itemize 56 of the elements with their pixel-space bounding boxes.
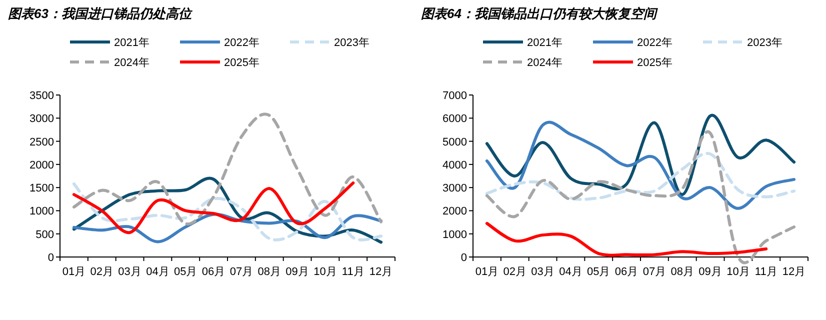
x-tick-label: 09月	[286, 266, 309, 278]
y-tick-label: 6000	[442, 113, 467, 126]
x-tick-label: 11月	[342, 266, 364, 278]
x-tick-label: 10月	[314, 266, 337, 278]
x-tick-label: 07月	[230, 266, 254, 278]
x-tick-label: 10月	[726, 266, 750, 278]
legend-label: 2025年	[637, 57, 672, 69]
x-tick-label: 02月	[90, 266, 114, 278]
y-tick-label: 3000	[442, 182, 467, 195]
y-tick-label: 0	[460, 252, 467, 264]
y-tick-label: 7000	[442, 90, 467, 102]
y-tick-label: 4000	[442, 159, 467, 172]
x-tick-label: 12月	[782, 266, 806, 278]
x-tick-label: 04月	[146, 266, 170, 278]
y-tick-label: 1000	[442, 228, 467, 241]
x-tick-label: 07月	[642, 266, 666, 278]
y-tick-label: 3500	[30, 90, 54, 102]
x-tick-label: 03月	[531, 266, 554, 278]
x-tick-label: 05月	[174, 266, 198, 278]
y-tick-label: 3000	[30, 113, 54, 126]
y-tick-label: 0	[48, 252, 54, 264]
x-tick-label: 09月	[698, 266, 722, 278]
x-tick-label: 04月	[559, 266, 582, 278]
legend-label: 2024年	[527, 57, 562, 69]
line-series	[72, 181, 355, 234]
x-tick-label: 01月	[62, 266, 86, 278]
y-tick-label: 2000	[30, 159, 54, 172]
line-series	[485, 222, 768, 257]
y-tick-label: 2000	[442, 206, 467, 218]
chart-title: 图表63：我国进口锑品仍处高位	[8, 6, 194, 21]
x-tick-label: 06月	[614, 266, 638, 278]
x-tick-label: 11月	[754, 266, 778, 278]
y-tick-label: 1000	[30, 206, 54, 218]
legend-label: 2024年	[114, 57, 150, 69]
y-tick-label: 1500	[30, 182, 54, 195]
legend-label: 2022年	[637, 37, 672, 49]
line-series	[72, 112, 383, 226]
chart-title: 图表64：我国锑品出口仍有较大恢复空间	[421, 6, 658, 21]
y-tick-label: 500	[36, 228, 54, 241]
legend-label: 2022年	[224, 37, 260, 49]
x-tick-label: 06月	[202, 266, 226, 278]
legend-label: 2021年	[527, 37, 562, 49]
x-tick-label: 02月	[503, 266, 526, 278]
legend-label: 2023年	[334, 37, 370, 49]
y-tick-label: 5000	[442, 136, 467, 148]
legend-label: 2021年	[114, 37, 150, 49]
x-tick-label: 03月	[118, 266, 142, 278]
legend-label: 2025年	[224, 57, 260, 69]
x-tick-label: 08月	[258, 266, 281, 278]
x-tick-label: 01月	[475, 266, 499, 278]
line-series	[485, 114, 796, 196]
x-tick-label: 05月	[587, 266, 610, 278]
legend-label: 2023年	[747, 37, 782, 49]
x-tick-label: 12月	[369, 266, 393, 278]
y-tick-label: 2500	[30, 136, 54, 148]
x-tick-label: 08月	[670, 266, 694, 278]
